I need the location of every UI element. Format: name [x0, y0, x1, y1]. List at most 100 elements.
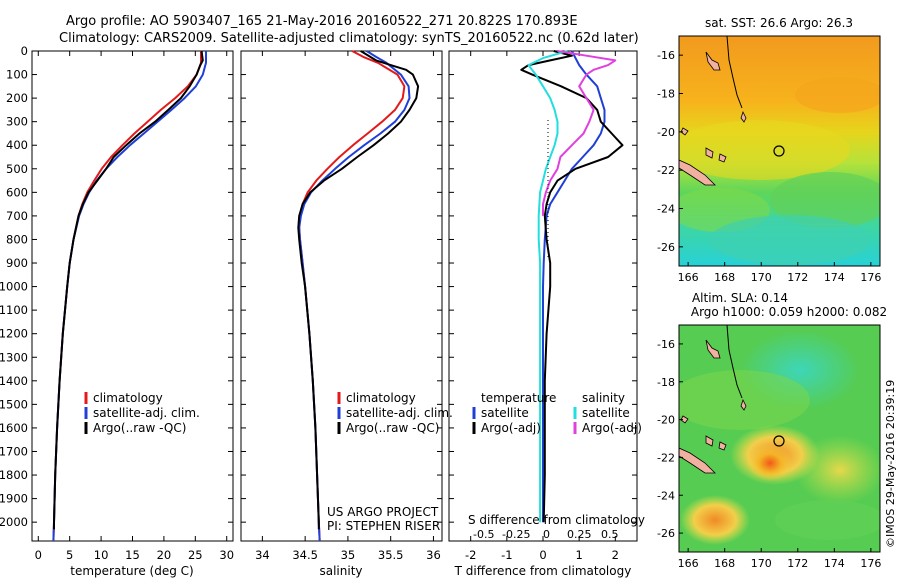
x-tick-label: 5	[66, 548, 73, 562]
x-tick-label: 35	[341, 548, 356, 562]
map-x-tick-label: 166	[678, 557, 699, 570]
series-line-s-satellite	[527, 50, 568, 523]
y-tick-label: 1600	[0, 421, 28, 435]
legend-title-salinity: salinity	[582, 391, 625, 405]
map-x-tick-label: 168	[714, 557, 735, 570]
salinity-legend: climatology satellite-adj. clim. Argo(..…	[327, 391, 453, 533]
y-tick-label: 100	[6, 68, 28, 82]
difference-legend: temperature satellite Argo(-adj) salinit…	[472, 391, 642, 435]
series-line-climatology	[52, 51, 202, 542]
map-x-tick-label: 176	[860, 271, 881, 284]
map-y-tick-label: -18	[657, 88, 675, 101]
temperature-legend: climatology satellite-adj. clim. Argo(..…	[84, 391, 200, 435]
y-tick-label: 1900	[0, 492, 28, 506]
map-y-tick-label: -26	[657, 527, 675, 540]
map-y-tick-label: -22	[657, 451, 675, 464]
legend-label-t-argo: Argo(-adj)	[481, 421, 541, 435]
x-tick-label: 34	[255, 548, 270, 562]
temperature-series	[52, 50, 207, 542]
x-tick-label: 1	[575, 548, 582, 562]
y-tick-label: 700	[6, 209, 28, 223]
map-y-tick-label: -22	[657, 164, 675, 177]
salinity-axis-label: salinity	[319, 564, 362, 578]
s-tick-label: 0.25	[567, 528, 592, 541]
y-tick-label: 1800	[0, 468, 28, 482]
figure-subtitle: Climatology: CARS2009. Satellite-adjuste…	[59, 31, 639, 46]
y-tick-label: 300	[6, 115, 28, 129]
sst-map-title: sat. SST: 26.6 Argo: 26.3	[705, 16, 853, 30]
map-x-tick-label: 170	[751, 557, 772, 570]
temperature-panel-frame	[31, 50, 234, 542]
sst-map: sat. SST: 26.6 Argo: 26.3 166 168 170 172 17…	[657, 16, 881, 284]
sla-map-ticks: 166 168 170 172 174 176 -16 -18 -20 -22 -24 -26	[657, 338, 881, 570]
legend-label-t-satellite: satellite	[481, 406, 529, 420]
series-line-argo-raw-qc-	[297, 50, 420, 530]
map-x-tick-label: 170	[751, 271, 772, 284]
sst-argo-position-marker	[773, 145, 785, 157]
map-y-tick-label: -20	[657, 126, 675, 139]
temperature-axes: 0 5 10 15 20 25 300100200300400500600700800900…	[0, 44, 234, 562]
sla-argo-position-marker	[773, 435, 785, 447]
legend-label-climatology: climatology	[93, 391, 163, 405]
credit-project: US ARGO PROJECT	[327, 505, 439, 519]
series-line-satellite-adj-clim-	[52, 51, 207, 542]
legend-label-argo: Argo(..raw -QC)	[93, 421, 186, 435]
map-x-tick-label: 176	[860, 557, 881, 570]
x-tick-label: 0	[539, 548, 546, 562]
s-tick-label: -0.25	[502, 528, 530, 541]
map-y-tick-label: -24	[657, 489, 675, 502]
map-x-tick-label: 174	[824, 271, 845, 284]
legend-title-temperature: temperature	[481, 391, 556, 405]
sst-map-ticks: 166 168 170 172 174 176 -16 -18 -20 -22 -24 -26	[657, 49, 881, 284]
series-line-t-argo-adj-	[520, 50, 624, 523]
legend-label-satellite: satellite-adj. clim.	[346, 406, 453, 420]
y-tick-label: 1300	[0, 350, 28, 364]
series-line-t-satellite	[542, 50, 606, 523]
credit-pi: PI: STEPHEN RISER	[327, 519, 440, 533]
y-tick-label: 1200	[0, 327, 28, 341]
map-x-tick-label: 174	[824, 557, 845, 570]
imos-timestamp: ©IMOS 29-May-2016 20:39:19	[884, 380, 897, 548]
map-x-tick-label: 172	[787, 271, 808, 284]
y-tick-label: 1400	[0, 374, 28, 388]
difference-series	[520, 50, 624, 523]
series-line-climatology	[298, 50, 406, 542]
y-tick-label: 600	[6, 185, 28, 199]
map-x-tick-label: 172	[787, 557, 808, 570]
y-tick-label: 2000	[0, 515, 28, 529]
map-y-tick-label: -20	[657, 414, 675, 427]
y-tick-label: 400	[6, 138, 28, 152]
x-tick-label: 20	[157, 548, 172, 562]
x-tick-label: 25	[188, 548, 203, 562]
sla-map-title-line2: Argo h1000: 0.059 h2000: 0.082	[691, 305, 887, 319]
y-tick-label: 500	[6, 162, 28, 176]
legend-label-satellite: satellite-adj. clim.	[93, 406, 200, 420]
x-tick-label: 10	[94, 548, 109, 562]
y-tick-label: 200	[6, 91, 28, 105]
figure-title: Argo profile: AO 5903407_165 21-May-2016…	[66, 14, 578, 29]
map-x-tick-label: 166	[678, 271, 699, 284]
y-tick-label: 1500	[0, 397, 28, 411]
y-tick-label: 900	[6, 256, 28, 270]
series-line-s-argo-adj-	[542, 50, 617, 216]
x-tick-label: 34.5	[292, 548, 318, 562]
x-tick-label: -2	[465, 548, 476, 562]
sla-map: Altim. SLA: 0.14 Argo h1000: 0.059 h2000…	[657, 291, 887, 570]
x-tick-label: 0	[35, 548, 42, 562]
legend-label-s-argo: Argo(-adj)	[582, 421, 642, 435]
y-tick-label: 0	[21, 44, 28, 58]
s-tick-label: -0.5	[473, 528, 494, 541]
series-line-satellite-adj-clim-	[298, 50, 411, 542]
sla-map-title-line1: Altim. SLA: 0.14	[692, 291, 788, 305]
x-tick-label: 36	[426, 548, 441, 562]
salinity-series	[297, 50, 420, 542]
y-tick-label: 800	[6, 232, 28, 246]
y-tick-label: 1700	[0, 444, 28, 458]
map-x-tick-label: 168	[714, 271, 735, 284]
map-y-tick-label: -18	[657, 376, 675, 389]
temperature-axis-label: temperature (deg C)	[70, 564, 193, 578]
x-tick-label: 30	[219, 548, 234, 562]
t-difference-axis-label: T difference from climatology	[454, 564, 632, 578]
